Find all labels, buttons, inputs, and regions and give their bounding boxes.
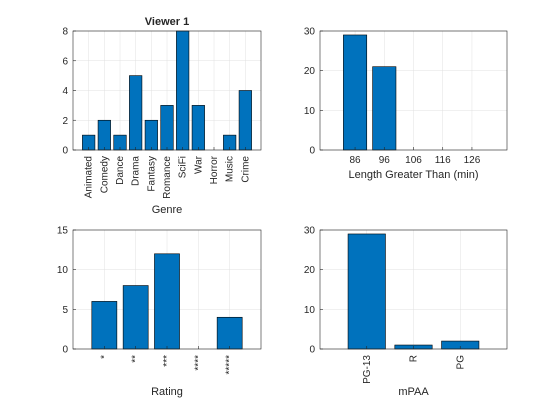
y-tick-label: 2 [62,116,68,127]
bar [97,119,111,151]
y-tick-label: 10 [304,106,316,117]
x-tick-label: *** [162,355,173,367]
y-tick-label: 0 [62,146,68,157]
x-tick-label: Drama [131,156,142,186]
x-tick-label: 106 [405,155,422,166]
x-tick-label: Animated [84,156,95,198]
y-tick-label: 30 [304,27,316,38]
x-tick-label: 126 [464,155,481,166]
x-tick-label: 86 [350,155,362,166]
y-tick-label: 10 [57,265,69,276]
y-tick-label: 0 [62,345,68,356]
x-tick-label: Comedy [99,156,110,193]
x-tick-label: Music [225,156,236,182]
y-tick-label: 6 [62,56,68,67]
x-tick-label: SciFi [178,156,189,178]
x-tick-label: R [409,355,420,362]
bar [347,233,386,350]
bar [91,301,118,350]
y-tick-label: 8 [62,27,68,38]
bar [238,90,252,151]
x-tick-label: ** [131,355,142,363]
chart-title: Viewer 1 [145,16,189,28]
x-tick-label: PG-13 [362,355,373,384]
bar [176,30,190,151]
y-tick-label: 0 [309,345,315,356]
bar [191,105,205,151]
x-tick-label: ***** [225,355,236,375]
x-axis-label: Genre [152,204,183,216]
x-axis-label: Rating [151,386,183,398]
y-tick-label: 0 [309,146,315,157]
x-tick-label: PG [455,355,466,370]
bar [154,253,180,350]
y-tick-label: 30 [304,226,316,237]
y-tick-label: 20 [304,265,316,276]
y-tick-label: 4 [62,86,68,97]
x-tick-label: Dance [115,156,126,185]
x-tick-label: * [99,355,110,359]
x-tick-label: Horror [209,155,220,184]
bar [372,66,397,151]
x-tick-label: Crime [240,156,251,183]
x-tick-label: 116 [435,155,451,166]
x-tick-label: **** [193,355,204,371]
x-tick-label: Fantasy [146,156,157,192]
bar [129,75,143,151]
bar [160,105,174,151]
bar [343,34,368,151]
x-tick-label: Romance [162,156,173,199]
y-tick-label: 15 [57,226,69,237]
y-tick-label: 20 [304,66,316,77]
x-tick-label: 96 [379,155,391,166]
bar [216,316,243,350]
bar [122,285,149,350]
x-axis-label: Length Greater Than (min) [348,169,478,181]
x-tick-label: War [193,155,204,174]
bar [144,119,158,151]
y-tick-label: 10 [304,305,316,316]
y-tick-label: 5 [62,305,68,316]
x-axis-label: mPAA [398,386,429,398]
